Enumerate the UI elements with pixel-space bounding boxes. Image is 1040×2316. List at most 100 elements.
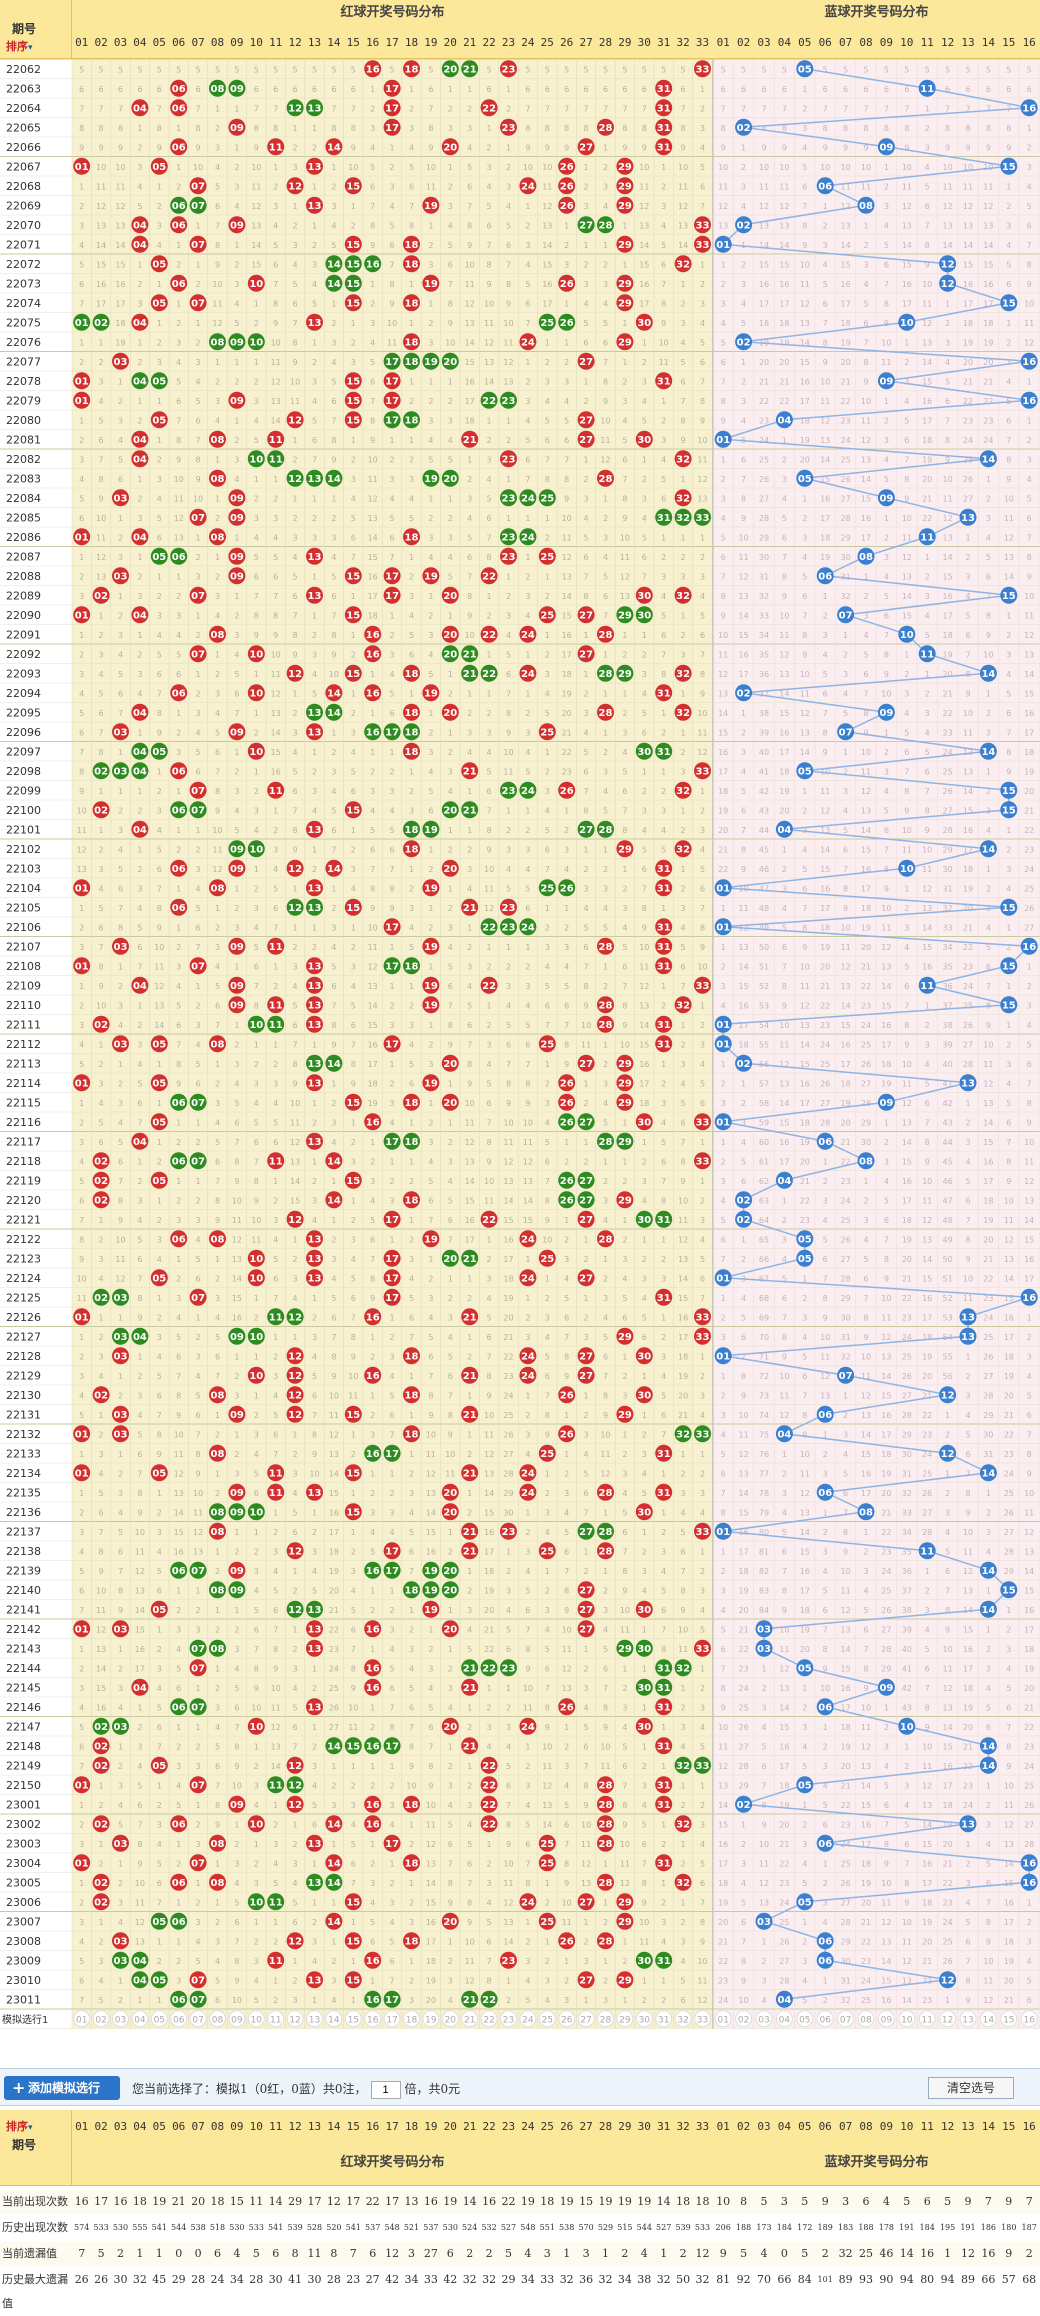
omission-value: 8 xyxy=(1027,1099,1032,1108)
omission-value: 9 xyxy=(584,1801,589,1810)
omission-value: 1 xyxy=(196,1684,201,1693)
omission-value: 5 xyxy=(157,1372,162,1381)
omission-value: 3 xyxy=(700,1489,705,1498)
omission-value: 4 xyxy=(782,904,787,913)
omission-value: 15 xyxy=(639,1040,649,1049)
omission-value: 2 xyxy=(99,1333,104,1342)
omission-value: 11 xyxy=(581,1040,591,1049)
red-ball-number: 13 xyxy=(308,201,322,212)
omission-value: 4 xyxy=(176,1313,181,1322)
omission-value: 6 xyxy=(254,572,259,581)
blue-ball-number: 16 xyxy=(1022,357,1036,368)
omission-value: 12 xyxy=(820,806,830,815)
omission-value: 11 xyxy=(963,182,973,191)
omission-value: 15 xyxy=(861,1801,871,1810)
omission-value: 4 xyxy=(390,202,395,211)
omission-value: 4 xyxy=(741,416,746,425)
omission-value: 25 xyxy=(503,1411,513,1420)
omission-value: 9 xyxy=(700,943,705,952)
omission-value: 18 xyxy=(739,1040,749,1049)
issue-label: 22080 xyxy=(6,414,41,427)
omission-value: 8 xyxy=(843,884,848,893)
omission-value: 12 xyxy=(902,553,912,562)
omission-value: 3 xyxy=(137,514,142,523)
omission-value: 4 xyxy=(409,1508,414,1517)
red-ball-number: 27 xyxy=(579,611,593,622)
omission-value: 4 xyxy=(428,650,433,659)
omission-value: 4 xyxy=(986,533,991,542)
blue-ball-number: 06 xyxy=(818,572,832,583)
red-ball-number: 14 xyxy=(327,474,341,485)
omission-value: 6 xyxy=(584,943,589,952)
blue-ball-number: 16 xyxy=(1022,104,1036,115)
omission-value: 4 xyxy=(564,962,569,971)
red-ball-number: 18 xyxy=(405,240,419,251)
omission-value: 3 xyxy=(741,1859,746,1868)
omission-value: 8 xyxy=(661,299,666,308)
omission-value: 1 xyxy=(721,1138,726,1147)
omission-value: 5 xyxy=(448,1820,453,1829)
issue-label: 23007 xyxy=(6,1915,41,1928)
omission-value: 5 xyxy=(965,1177,970,1186)
omission-value: 7 xyxy=(331,416,336,425)
omission-value: 2 xyxy=(884,416,889,425)
omission-value: 11 xyxy=(922,1196,932,1205)
omission-value: 2 xyxy=(661,728,666,737)
omission-value: 8 xyxy=(79,767,84,776)
omission-value: 2 xyxy=(584,689,589,698)
omission-value: 11 xyxy=(779,631,789,640)
omission-value: 5 xyxy=(564,416,569,425)
omission-value: 2 xyxy=(448,397,453,406)
omission-value: 14 xyxy=(271,416,281,425)
red-ball-number: 14 xyxy=(327,689,341,700)
omission-value: 23 xyxy=(861,1001,871,1010)
omission-value: 10 xyxy=(983,1040,993,1049)
omission-value: 1 xyxy=(234,884,239,893)
omission-value: 16 xyxy=(922,962,932,971)
omission-value: 30 xyxy=(841,553,851,562)
omission-value: 17 xyxy=(503,1255,513,1264)
omission-value: 13 xyxy=(861,806,871,815)
omission-value: 1 xyxy=(370,1333,375,1342)
omission-value: 7 xyxy=(196,436,201,445)
omission-value: 1 xyxy=(370,1586,375,1595)
omission-value: 1 xyxy=(370,1138,375,1147)
blue-column-header: 13 xyxy=(958,36,978,49)
omission-value: 5 xyxy=(863,1606,868,1615)
omission-value: 4 xyxy=(234,202,239,211)
omission-value: 23 xyxy=(779,1879,789,1888)
omission-value: 10 xyxy=(135,1879,145,1888)
red-column-header: 14 xyxy=(324,36,343,49)
omission-value: 11 xyxy=(718,1742,728,1751)
sort-toggle[interactable]: 排序▾ xyxy=(6,38,33,54)
omission-value: 19 xyxy=(678,1372,688,1381)
omission-value: 4 xyxy=(721,1606,726,1615)
omission-value: 6 xyxy=(118,1157,123,1166)
omission-value: 3 xyxy=(622,1391,627,1400)
omission-value: 4 xyxy=(467,884,472,893)
omission-value: 4 xyxy=(741,1879,746,1888)
omission-value: 17 xyxy=(1004,1333,1014,1342)
omission-value: 4 xyxy=(884,787,889,796)
omission-value: 9 xyxy=(965,689,970,698)
omission-value: 2 xyxy=(409,787,414,796)
omission-value: 15 xyxy=(1024,1586,1034,1595)
omission-value: 18 xyxy=(861,904,871,913)
omission-value: 1 xyxy=(884,1703,889,1712)
omission-value: 2 xyxy=(215,1918,220,1927)
omission-value: 3 xyxy=(545,1606,550,1615)
omission-value: 20 xyxy=(820,962,830,971)
omission-value: 12 xyxy=(1004,533,1014,542)
omission-value: 2 xyxy=(390,1489,395,1498)
omission-value: 11 xyxy=(983,1976,993,1985)
omission-value: 1 xyxy=(176,826,181,835)
omission-value: 6 xyxy=(390,1957,395,1966)
omission-value: 3 xyxy=(487,163,492,172)
omission-value: 1 xyxy=(843,631,848,640)
omission-value: 19 xyxy=(115,338,125,347)
omission-value: 9 xyxy=(273,1664,278,1673)
omission-value: 16 xyxy=(426,1918,436,1927)
omission-value: 17 xyxy=(841,1060,851,1069)
omission-value: 4 xyxy=(603,1216,608,1225)
omission-value: 17 xyxy=(779,748,789,757)
